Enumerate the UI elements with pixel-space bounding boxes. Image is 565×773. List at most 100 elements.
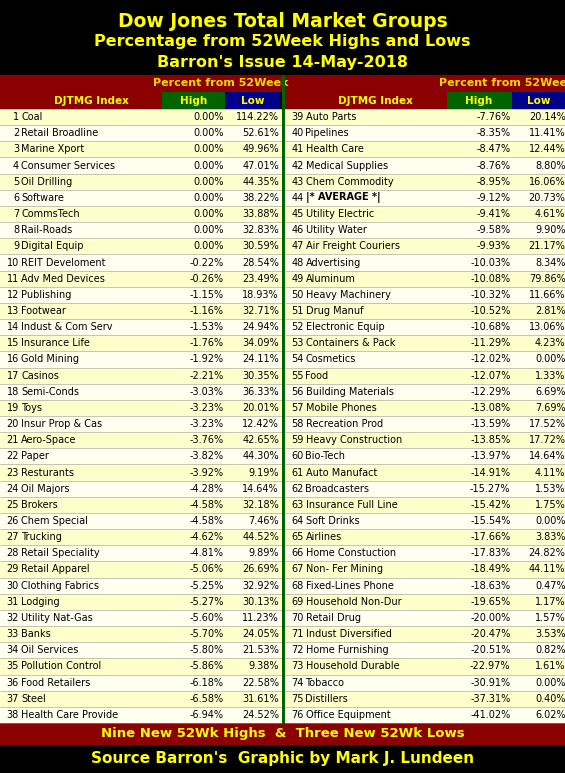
Text: 11: 11: [7, 274, 19, 284]
Text: Retail Speciality: Retail Speciality: [21, 548, 99, 558]
Text: 12.42%: 12.42%: [242, 419, 279, 429]
Text: Utility Electric: Utility Electric: [306, 209, 374, 219]
Text: -12.02%: -12.02%: [470, 355, 511, 364]
Text: 71: 71: [291, 629, 303, 639]
Text: 69: 69: [291, 597, 303, 607]
Bar: [0, 0, 565, 75]
Text: 67: 67: [291, 564, 303, 574]
Text: Adv Med Devices: Adv Med Devices: [21, 274, 105, 284]
Bar: [0, 190, 281, 206]
Text: Oil Drilling: Oil Drilling: [21, 177, 72, 187]
Text: Soft Drinks: Soft Drinks: [306, 516, 359, 526]
Text: DJTMG Index: DJTMG Index: [338, 96, 413, 105]
Text: Heavy Machinery: Heavy Machinery: [306, 290, 390, 300]
Text: High: High: [180, 96, 207, 105]
Text: 54: 54: [291, 355, 303, 364]
Text: 44: 44: [291, 193, 303, 203]
Bar: [0, 642, 281, 659]
Text: 76: 76: [291, 710, 303, 720]
Text: 13: 13: [7, 306, 19, 316]
Text: -37.31%: -37.31%: [470, 693, 511, 703]
Text: 53: 53: [291, 339, 303, 349]
Bar: [0, 448, 281, 465]
Text: Clothing Fabrics: Clothing Fabrics: [21, 581, 99, 591]
Text: Casinos: Casinos: [21, 370, 59, 380]
Bar: [0, 529, 281, 545]
Text: Tobacco: Tobacco: [306, 678, 345, 688]
Text: Auto Parts: Auto Parts: [306, 112, 356, 122]
Bar: [285, 691, 565, 707]
Bar: [162, 92, 225, 109]
Text: 4.23%: 4.23%: [535, 339, 565, 349]
Text: Broadcasters: Broadcasters: [306, 484, 370, 494]
Bar: [285, 448, 565, 465]
Text: -14.91%: -14.91%: [471, 468, 511, 478]
Text: Aero-Space: Aero-Space: [21, 435, 76, 445]
Text: 4.11%: 4.11%: [535, 468, 565, 478]
Bar: [285, 610, 565, 626]
Text: 6.02%: 6.02%: [535, 710, 565, 720]
Bar: [0, 174, 281, 190]
Text: 9: 9: [13, 241, 19, 251]
Text: 65: 65: [291, 532, 303, 542]
Text: 52.61%: 52.61%: [242, 128, 279, 138]
Bar: [0, 125, 281, 141]
Text: 20.14%: 20.14%: [529, 112, 565, 122]
Text: 3: 3: [13, 145, 19, 155]
Bar: [0, 513, 281, 529]
Text: -3.82%: -3.82%: [190, 451, 224, 461]
Text: 30: 30: [7, 581, 19, 591]
Text: Steel: Steel: [21, 693, 46, 703]
Text: Trucking: Trucking: [21, 532, 62, 542]
Text: 20.73%: 20.73%: [529, 193, 565, 203]
Text: -22.97%: -22.97%: [470, 662, 511, 672]
Text: 42: 42: [291, 161, 303, 171]
Bar: [285, 416, 565, 432]
Text: -20.51%: -20.51%: [470, 645, 511, 656]
Text: -10.52%: -10.52%: [470, 306, 511, 316]
Text: 31.61%: 31.61%: [242, 693, 279, 703]
Bar: [285, 577, 565, 594]
Text: 48: 48: [291, 257, 303, 267]
Text: Heavy Construction: Heavy Construction: [306, 435, 402, 445]
Text: Air Freight Couriers: Air Freight Couriers: [306, 241, 399, 251]
Text: Consumer Services: Consumer Services: [21, 161, 115, 171]
Text: 30.59%: 30.59%: [242, 241, 279, 251]
Text: 7.46%: 7.46%: [249, 516, 279, 526]
Text: Health Care Provide: Health Care Provide: [21, 710, 118, 720]
Text: 30.35%: 30.35%: [242, 370, 279, 380]
Text: Airlines: Airlines: [306, 532, 342, 542]
Text: 58: 58: [291, 419, 303, 429]
Text: 0.00%: 0.00%: [193, 209, 224, 219]
Text: 70: 70: [291, 613, 303, 623]
Bar: [285, 109, 565, 125]
Bar: [0, 383, 281, 400]
Text: Advertising: Advertising: [306, 257, 360, 267]
Text: -11.29%: -11.29%: [470, 339, 511, 349]
Text: 24.82%: 24.82%: [529, 548, 565, 558]
Text: -15.54%: -15.54%: [470, 516, 511, 526]
Text: -4.62%: -4.62%: [190, 532, 224, 542]
Text: 55: 55: [291, 370, 303, 380]
Text: 21.17%: 21.17%: [529, 241, 565, 251]
Text: -1.15%: -1.15%: [190, 290, 224, 300]
Text: -17.66%: -17.66%: [470, 532, 511, 542]
Text: 41: 41: [291, 145, 303, 155]
Text: 15: 15: [7, 339, 19, 349]
Bar: [285, 335, 565, 352]
Text: 43: 43: [291, 177, 303, 187]
Text: Food: Food: [306, 370, 329, 380]
Text: -9.93%: -9.93%: [476, 241, 511, 251]
Text: 0.00%: 0.00%: [193, 112, 224, 122]
Text: 38.22%: 38.22%: [242, 193, 279, 203]
Text: 51: 51: [291, 306, 303, 316]
Text: 26.69%: 26.69%: [242, 564, 279, 574]
Bar: [0, 75, 565, 92]
Text: -4.58%: -4.58%: [190, 500, 224, 510]
Text: 33.88%: 33.88%: [242, 209, 279, 219]
Text: Aluminum: Aluminum: [306, 274, 355, 284]
Bar: [285, 303, 565, 319]
Text: Recreation Prod: Recreation Prod: [306, 419, 383, 429]
Text: Containers & Pack: Containers & Pack: [306, 339, 395, 349]
Bar: [285, 626, 565, 642]
